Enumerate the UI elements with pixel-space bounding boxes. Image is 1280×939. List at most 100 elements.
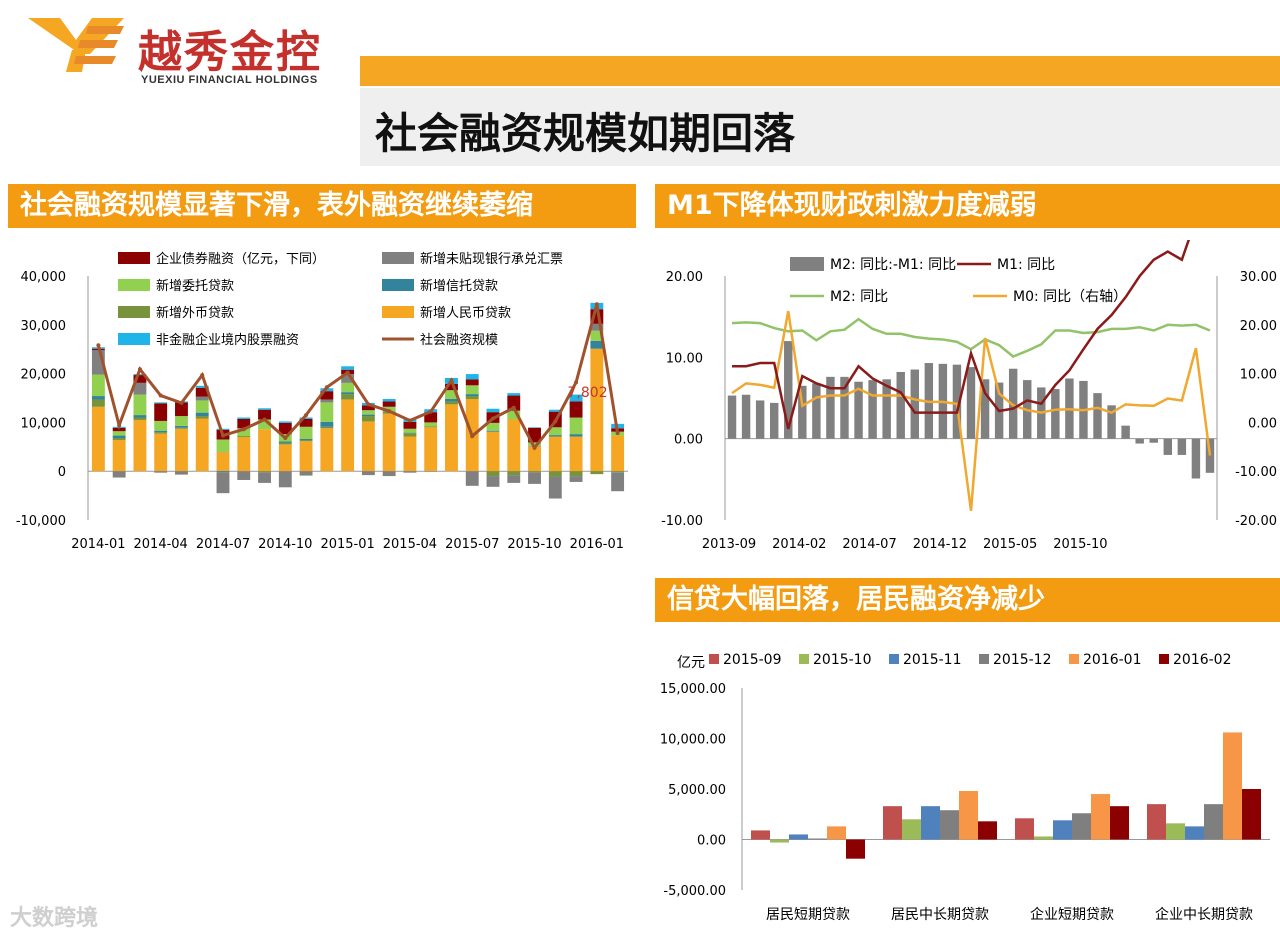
x-tick-label: 2015-10 <box>507 537 561 552</box>
bar-segment <box>237 428 251 437</box>
y-tick-label: 0 <box>58 465 66 480</box>
bar-segment <box>507 471 521 476</box>
total-point <box>221 433 225 438</box>
legend-swatch <box>799 654 809 664</box>
bar-segment <box>154 420 168 431</box>
bar-segment <box>299 426 313 439</box>
bar-segment <box>403 421 417 429</box>
bar-segment <box>486 422 500 431</box>
bar-segment <box>403 471 417 473</box>
bar-segment <box>548 436 562 472</box>
y-tick-label: 10,000 <box>21 416 67 431</box>
bar <box>1053 820 1072 840</box>
y-tick-label-right: 30.00 <box>1240 270 1277 285</box>
bar-segment <box>278 421 292 423</box>
bar-segment <box>528 446 541 472</box>
bar <box>1242 789 1261 840</box>
spread-bar <box>882 379 891 439</box>
y-tick-label-right: -20.00 <box>1235 514 1277 529</box>
bar <box>1223 732 1242 840</box>
bar-segment <box>361 410 375 415</box>
bar <box>940 810 959 840</box>
bar-segment <box>258 472 271 483</box>
bar-segment <box>154 471 168 473</box>
total-point <box>594 302 599 307</box>
bar-segment <box>507 395 521 411</box>
bar-segment <box>175 416 188 426</box>
x-tick-label: 2014-12 <box>913 537 967 552</box>
x-tick-label: 2014-02 <box>772 537 826 552</box>
bar-segment <box>465 374 479 380</box>
bar <box>883 806 902 840</box>
bar-segment <box>486 431 500 472</box>
bar <box>1110 806 1129 840</box>
bar-segment <box>445 401 458 405</box>
bar-segment <box>154 433 168 472</box>
bar-segment <box>278 444 292 472</box>
header-accent-bar <box>360 56 1280 86</box>
legend-label: M0: 同比（右轴） <box>1013 289 1127 305</box>
legend-label: 新增未贴现银行承兑汇票 <box>420 251 563 267</box>
legend-label: 2015-11 <box>903 652 962 668</box>
bar-segment <box>237 417 251 419</box>
total-point <box>262 417 267 422</box>
bar-segment <box>278 441 292 443</box>
legend-label: 2015-10 <box>813 652 872 668</box>
legend-swatch <box>118 306 150 318</box>
legend-swatch <box>790 257 824 271</box>
total-point <box>137 367 142 372</box>
x-tick-label: 2016-01 <box>570 537 624 552</box>
bar-segment <box>154 402 168 404</box>
total-point <box>241 427 246 432</box>
spread-bar <box>910 369 919 439</box>
bar-segment <box>403 433 417 437</box>
bar-segment <box>278 422 292 435</box>
y-tick-label: 0.00 <box>697 834 726 849</box>
legend-label: 2015-09 <box>723 652 782 668</box>
bar-segment <box>403 428 417 433</box>
spread-bar <box>812 383 821 439</box>
chart-money-supply: 20.00 10.00 0.00 -10.00 30.00 20.00 10.00 0.00 -… <box>661 240 1277 552</box>
total-point <box>491 416 495 421</box>
bar-segment <box>382 413 396 472</box>
bar <box>921 806 940 840</box>
bar-segment <box>237 418 251 429</box>
logo <box>20 10 340 90</box>
category-label: 居民短期贷款 <box>766 907 850 923</box>
x-tick-label: 2015-04 <box>383 537 437 552</box>
legend-swatch <box>889 654 899 664</box>
bar-segment <box>258 419 271 430</box>
bar-segment <box>445 390 458 399</box>
spread-bar <box>1149 438 1158 443</box>
bar <box>770 839 789 843</box>
bar <box>808 838 827 840</box>
spread-bar <box>1177 438 1187 455</box>
total-point <box>324 385 329 390</box>
bar-segment <box>590 471 604 475</box>
category-label: 居民中长期贷款 <box>891 907 989 923</box>
spread-bar <box>798 385 807 439</box>
bar-segment <box>569 476 583 482</box>
m1-line <box>732 240 1191 430</box>
bar-segment <box>403 436 417 472</box>
bar-segment <box>91 396 105 400</box>
bar-segment <box>237 471 251 480</box>
total-point <box>387 409 392 414</box>
legend-swatch <box>1159 654 1169 664</box>
bar-segment <box>548 427 562 436</box>
bar-segment <box>611 435 625 472</box>
total-point <box>345 370 350 375</box>
bar-segment <box>590 330 604 341</box>
legend-swatch <box>382 252 414 264</box>
legend-swatch <box>382 279 414 291</box>
spread-bar <box>868 380 877 439</box>
bar-segment <box>341 382 355 393</box>
bar-segment <box>569 401 583 418</box>
title-band <box>360 88 1280 166</box>
spread-bar <box>966 367 976 439</box>
bar-segment <box>299 471 313 476</box>
m0-line <box>731 310 1212 511</box>
page-title: 社会融资规模如期回落 <box>375 109 796 158</box>
bar-segment <box>507 475 521 483</box>
bar-segment <box>154 430 168 433</box>
